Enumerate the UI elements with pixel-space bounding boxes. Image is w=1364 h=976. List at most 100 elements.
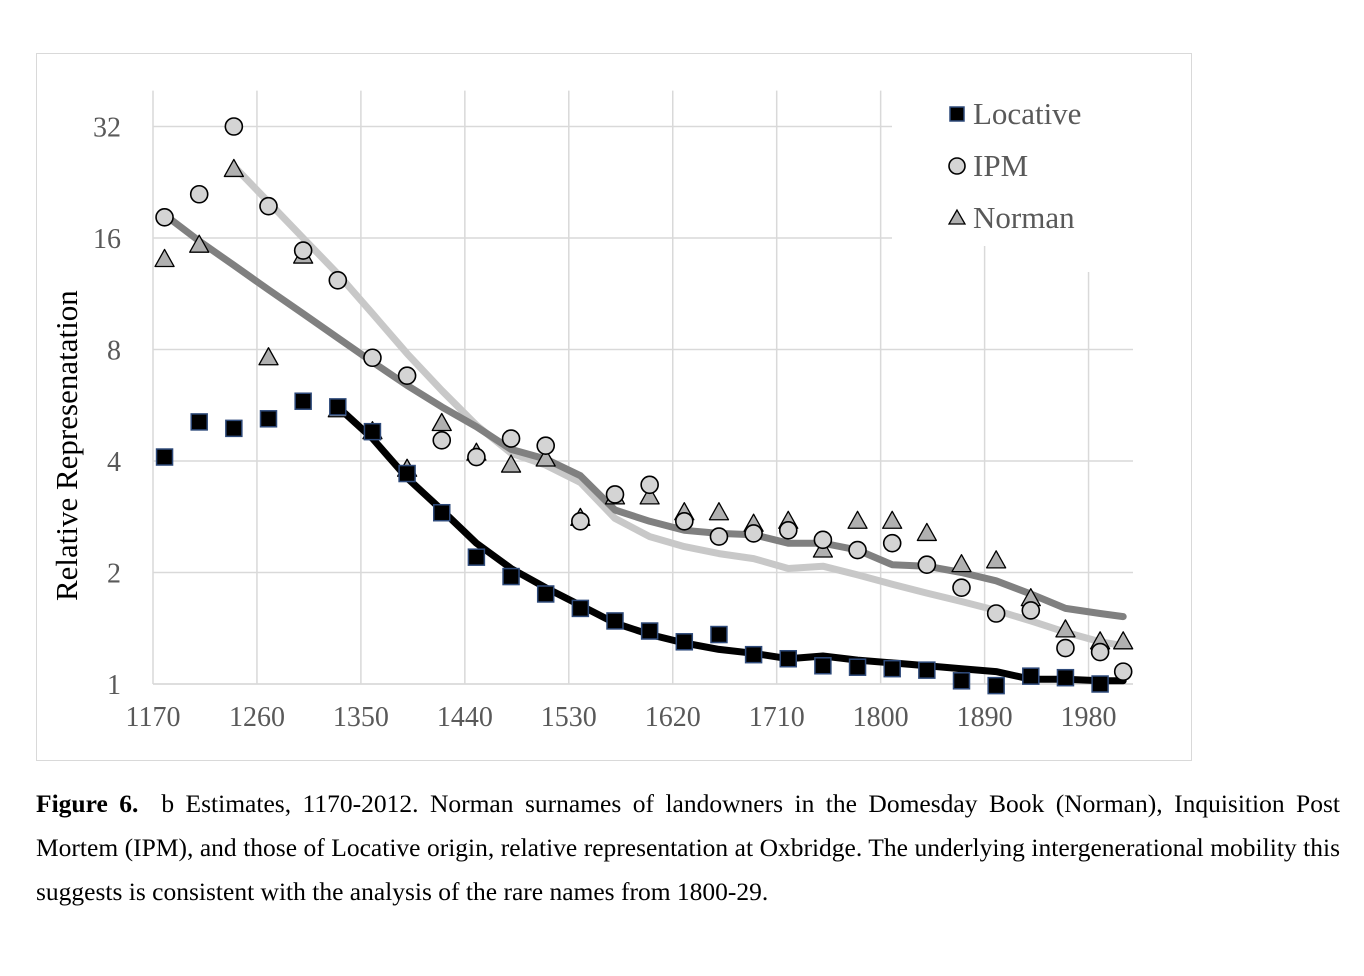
ipm-point (709, 527, 729, 546)
locative-point (744, 645, 763, 664)
norman-point (431, 412, 452, 432)
ipm-point (640, 475, 659, 495)
x-tick-label: 1260 (229, 702, 285, 733)
locative-point (606, 612, 624, 630)
norman-point (847, 510, 868, 529)
legend-norman-marker (947, 208, 967, 225)
ipm-point (571, 511, 590, 531)
norman-point (258, 347, 279, 366)
ipm-point (1113, 662, 1133, 681)
ipm-point (467, 447, 486, 467)
y-tick-label: 1 (107, 670, 121, 701)
ipm-point (328, 271, 348, 290)
y-tick-label: 4 (107, 447, 121, 478)
locative-point (536, 585, 555, 603)
locative-point (987, 676, 1005, 695)
legend-label-locative: Locative (973, 96, 1081, 131)
ipm-point (674, 511, 694, 531)
locative-point (502, 567, 520, 586)
locative-point (571, 599, 590, 618)
x-tick-label: 1530 (541, 702, 597, 733)
y-tick-label: 8 (107, 336, 121, 367)
locative-point (363, 422, 382, 441)
norman-point (986, 550, 1007, 569)
y-axis-label: Relative Represenatation (49, 290, 84, 601)
x-tick-label: 1440 (437, 702, 493, 733)
locative-point (883, 659, 901, 678)
locative-point (675, 633, 694, 651)
legend-ipm-marker (948, 157, 966, 175)
locative-point (190, 413, 208, 431)
x-tick-label: 1800 (853, 702, 909, 733)
locative-point (1056, 668, 1075, 687)
locative-point (467, 548, 486, 566)
ipm-point (293, 241, 313, 260)
locative-trend-line (334, 403, 1127, 685)
norman-point (916, 522, 937, 542)
ipm-point (224, 117, 244, 136)
locative-point (814, 657, 832, 675)
norman-point (535, 448, 556, 467)
ipm-trend-line (230, 162, 1127, 650)
norman-point (639, 486, 660, 505)
x-tick-label: 1350 (333, 702, 389, 733)
norman-point (223, 158, 245, 178)
ipm-point (189, 184, 209, 204)
ipm-point (432, 430, 452, 450)
x-tick-label: 1620 (645, 702, 701, 733)
locative-point (779, 649, 797, 668)
caption-label: Figure 6. (36, 789, 139, 818)
ipm-point (986, 604, 1006, 623)
axis-labels: 1170 1260 1350 1440 1530 1620 1710 1800 1890 1980… (49, 113, 1117, 734)
grid-lines (152, 90, 1133, 685)
locative-point (433, 503, 451, 522)
trend-lines (161, 162, 1127, 685)
x-tick-label: 1980 (1061, 702, 1117, 733)
locative-point (294, 392, 312, 410)
locative-point (225, 419, 243, 438)
locative-point (398, 464, 416, 483)
x-tick-label: 1710 (749, 702, 805, 733)
locative-point (1091, 675, 1109, 693)
norman-point (1113, 631, 1134, 650)
locative-point (1022, 667, 1040, 685)
x-tick-label: 1890 (957, 702, 1013, 733)
locative-point (640, 622, 659, 640)
norman-point (1055, 619, 1076, 638)
ipm-point (744, 524, 763, 543)
legend: Locative IPM Norman (947, 96, 1081, 235)
locative-point (259, 410, 278, 428)
ipm-point (155, 207, 174, 227)
locative-point (155, 448, 174, 466)
legend-label-ipm: IPM (973, 148, 1028, 183)
ipm-point (363, 348, 382, 368)
ipm-point (917, 555, 937, 574)
caption-text: b Estimates, 1170-2012. Norman surnames … (36, 789, 1340, 906)
ipm-point (1090, 642, 1110, 662)
ipm-point (259, 196, 278, 216)
locative-point (918, 661, 936, 679)
ipm-point (605, 485, 625, 504)
legend-locative-marker (949, 106, 965, 122)
y-tick-label: 2 (107, 559, 121, 590)
y-tick-label: 16 (93, 224, 121, 255)
norman-trend-line (161, 211, 1127, 621)
norman-point (951, 554, 972, 573)
figure-caption: Figure 6. b Estimates, 1170-2012. Norman… (36, 782, 1340, 914)
norman-point (154, 248, 175, 268)
y-tick-label: 32 (93, 113, 121, 144)
ipm-point (536, 436, 556, 455)
ipm-point (1056, 638, 1075, 658)
ipm-point (501, 429, 521, 448)
chart-frame: 1170 1260 1350 1440 1530 1620 1710 1800 1890 1980… (36, 53, 1192, 761)
norman-point (708, 502, 730, 521)
locative-point (710, 625, 728, 644)
ipm-point (778, 520, 798, 540)
ipm-point (397, 366, 417, 385)
norman-point (500, 454, 522, 473)
locative-point (952, 672, 971, 690)
locative-point (848, 658, 867, 676)
norman-point (882, 510, 903, 529)
ipm-point (813, 530, 833, 550)
locative-point (329, 398, 347, 416)
